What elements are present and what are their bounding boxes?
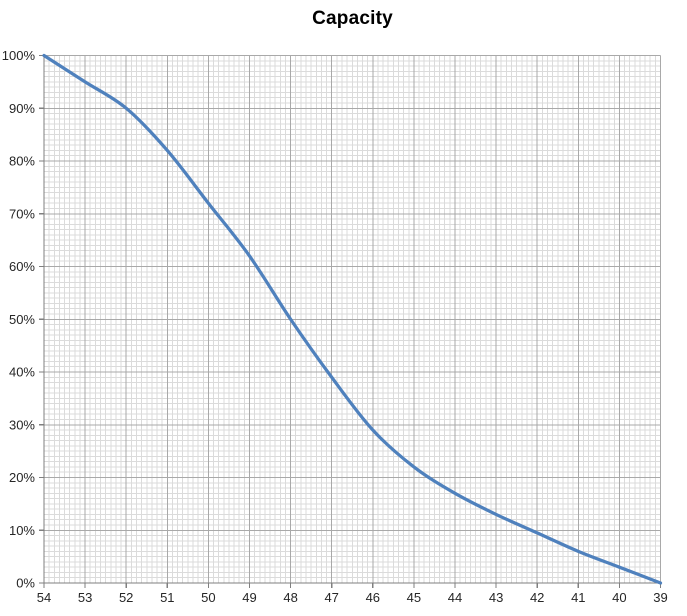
axes — [39, 54, 662, 588]
x-tick-label: 47 — [324, 590, 338, 605]
x-tick-label: 49 — [242, 590, 256, 605]
y-tick-label: 40% — [9, 365, 35, 380]
y-tick-label: 50% — [9, 312, 35, 327]
y-tick-label: 0% — [16, 576, 35, 591]
x-tick-label: 50 — [201, 590, 215, 605]
x-tick-label: 53 — [78, 590, 92, 605]
y-tick-label: 70% — [9, 206, 35, 221]
x-tick-label: 41 — [571, 590, 585, 605]
y-tick-label: 10% — [9, 523, 35, 538]
x-tick-label: 44 — [448, 590, 462, 605]
x-tick-label: 42 — [530, 590, 544, 605]
x-tick-label: 54 — [37, 590, 51, 605]
x-tick-label: 51 — [160, 590, 174, 605]
x-tick-label: 48 — [283, 590, 297, 605]
y-tick-label: 30% — [9, 417, 35, 432]
x-tick-label: 45 — [407, 590, 421, 605]
y-tick-label: 60% — [9, 259, 35, 274]
capacity-series-line — [42, 53, 663, 585]
axis-labels: 54 53 52 51 50 49 48 47 46 45 44 43 42 41 40 39 0% 10% 20%… — [2, 48, 668, 605]
x-tick-label: 43 — [489, 590, 503, 605]
y-tick-label: 80% — [9, 154, 35, 169]
x-tick-label: 52 — [119, 590, 133, 605]
chart-title: Capacity — [312, 8, 393, 29]
x-tick-label: 39 — [653, 590, 667, 605]
x-tick-label: 40 — [612, 590, 626, 605]
x-tick-label: 46 — [366, 590, 380, 605]
y-tick-label: 100% — [2, 48, 36, 63]
y-tick-label: 90% — [9, 101, 35, 116]
y-tick-label: 20% — [9, 470, 35, 485]
